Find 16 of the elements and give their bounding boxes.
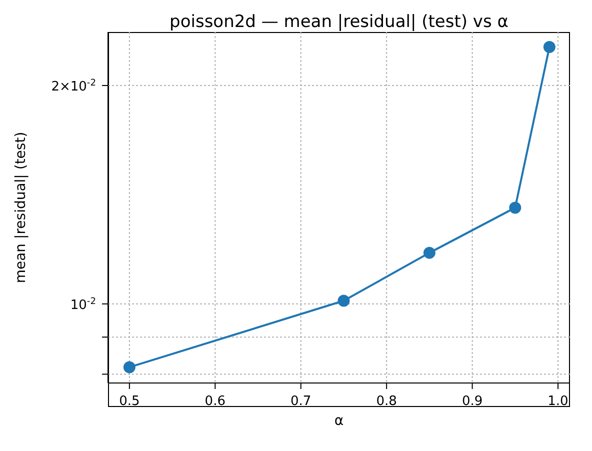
x-tick-label: 1.0 <box>548 394 568 409</box>
x-tick-label: 0.9 <box>462 394 483 409</box>
point <box>123 361 136 374</box>
x-tick-label: 0.7 <box>290 394 312 409</box>
y-axis-title: mean |residual| (test) <box>12 132 29 284</box>
y-tick-label: 2×10$^{-2}$ <box>51 78 96 94</box>
x-tick-label: 0.5 <box>119 394 140 409</box>
point <box>423 246 436 259</box>
x-tick-label: 0.8 <box>376 394 397 409</box>
x-tick-label: 0.6 <box>204 394 226 409</box>
x-axis-title: α <box>334 413 344 429</box>
point <box>338 294 350 307</box>
point <box>509 202 522 214</box>
point <box>543 40 556 53</box>
y-tick-label: 10$^{-2}$ <box>70 296 96 313</box>
chart-title: poisson2d — mean |residual| (test) vs α <box>168 12 510 32</box>
